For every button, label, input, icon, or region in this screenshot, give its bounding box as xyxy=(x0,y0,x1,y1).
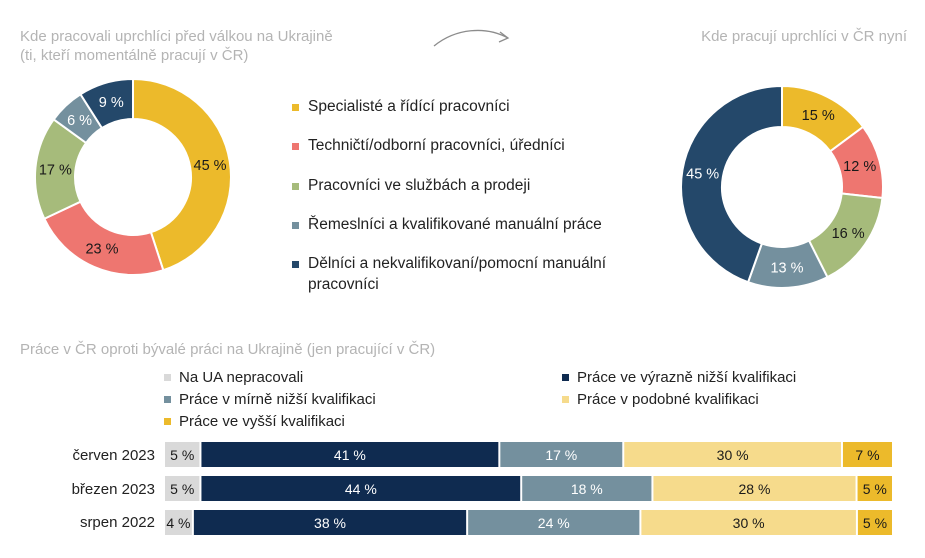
bar-segment xyxy=(522,476,652,501)
bar-row-label: březen 2023 xyxy=(71,481,155,498)
legend-swatch xyxy=(562,374,569,381)
legend-swatch xyxy=(292,183,299,190)
bar-segment-label: 4 % xyxy=(166,515,190,531)
bar-legend-item: Na UA nepracovali xyxy=(164,369,303,386)
legend-item-specialists: Specialisté a řídící pracovníci xyxy=(292,96,510,117)
donut-slice-label: 23 % xyxy=(85,242,118,258)
donut-slice-label: 45 % xyxy=(686,166,719,182)
legend-label: Na UA nepracovali xyxy=(179,369,304,386)
legend-label: Pracovníci ve službách a prodeji xyxy=(308,177,531,194)
left-donut-title: Kde pracovali uprchlíci před válkou na U… xyxy=(20,28,333,64)
legend-item-technicians: Techničtí/odborní pracovníci, úředníci xyxy=(292,135,565,156)
bar-segment xyxy=(842,442,892,467)
bar-segment-label: 17 % xyxy=(545,447,577,463)
bar-segment-label: 44 % xyxy=(345,481,377,497)
donut-slice-label: 9 % xyxy=(99,95,124,111)
legend-label: Práce ve výrazně nižší kvalifikaci xyxy=(577,369,797,386)
bar-segment xyxy=(500,442,623,467)
bar-segment xyxy=(201,476,521,501)
bar-segment-label: 5 % xyxy=(863,515,887,531)
legend-label: Specialisté a řídící pracovníci xyxy=(308,98,510,115)
legend-swatch xyxy=(562,396,569,403)
legend-swatch xyxy=(164,418,171,425)
bar-segment xyxy=(193,510,467,535)
donut-slice-label: 6 % xyxy=(67,113,92,129)
bar-segment-label: 18 % xyxy=(571,481,603,497)
bar-segment xyxy=(165,510,192,535)
donut-slice-label: 17 % xyxy=(39,163,72,179)
legend-label: Práce v podobné kvalifikaci xyxy=(577,391,759,408)
donut-slice-label: 45 % xyxy=(194,158,227,174)
donut-slice xyxy=(680,84,783,284)
bar-chart-title: Práce v ČR oproti bývalé práci na Ukraji… xyxy=(20,341,436,358)
bar-segment xyxy=(857,476,892,501)
legend-item-craftsmen: Řemeslníci a kvalifikované manuální prác… xyxy=(292,214,602,235)
bar-segment xyxy=(857,510,892,535)
bar-segment-label: 30 % xyxy=(733,515,765,531)
donut-left: 45 % 23 % 17 % 6 % 9 % xyxy=(34,77,232,276)
bar-legend-item: Práce v mírně nižší kvalifikaci xyxy=(164,391,376,408)
legend-swatch xyxy=(164,374,171,381)
legend-item-services: Pracovníci ve službách a prodeji xyxy=(292,175,530,196)
donut-slice-label: 12 % xyxy=(843,159,876,175)
bar-legend-item: Práce ve vyšší kvalifikaci xyxy=(164,413,345,430)
bar-row-label: červen 2023 xyxy=(72,447,155,464)
bar-segment-label: 7 % xyxy=(855,447,879,463)
bar-segment xyxy=(201,442,499,467)
legend-label: Řemeslníci a kvalifikované manuální prác… xyxy=(308,216,602,233)
donut-slice xyxy=(79,77,134,130)
bar-segment xyxy=(165,476,200,501)
bar-segment xyxy=(165,442,200,467)
bar-segment-label: 5 % xyxy=(170,481,194,497)
donut-charts: 45 % 23 % 17 % 6 % 9 % 15 % 12 % 16 % 13 % 45 % xyxy=(34,77,884,289)
legend-swatch xyxy=(292,143,299,150)
bar-legend-item: Práce v podobné kvalifikaci xyxy=(562,391,759,408)
bar-segment-label: 24 % xyxy=(538,515,570,531)
donut-slice-label: 15 % xyxy=(802,108,835,124)
donut-right: 15 % 12 % 16 % 13 % 45 % xyxy=(680,84,884,289)
bar-segment xyxy=(468,510,640,535)
legend-swatch xyxy=(164,396,171,403)
legend-label: Techničtí/odborní pracovníci, úředníci xyxy=(308,137,565,154)
bar-segment-label: 5 % xyxy=(863,481,887,497)
bar-segment-label: 38 % xyxy=(314,515,346,531)
curved-arrow-icon xyxy=(433,29,510,47)
legend-label: Práce v mírně nižší kvalifikaci xyxy=(179,391,376,408)
donut-slice xyxy=(132,77,232,272)
legend-label: Dělníci a nekvalifikovaní/pomocní manuál… xyxy=(308,255,607,293)
bar-legend-item: Práce ve výrazně nižší kvalifikaci xyxy=(562,369,796,386)
donut-slice-label: 13 % xyxy=(770,260,803,276)
legend-label: Práce ve vyšší kvalifikaci xyxy=(179,413,345,430)
bar-segment-label: 30 % xyxy=(717,447,749,463)
right-donut-title: Kde pracují uprchlíci v ČR nyní xyxy=(701,28,907,45)
legend-item-laborers: Dělníci a nekvalifikovaní/pomocní manuál… xyxy=(292,253,642,295)
bar-segment-label: 41 % xyxy=(334,447,366,463)
bar-segment-label: 28 % xyxy=(739,481,771,497)
bar-row-label: srpen 2022 xyxy=(79,514,155,531)
bar-segment-label: 5 % xyxy=(170,447,194,463)
bar-segment xyxy=(624,442,841,467)
legend-swatch xyxy=(292,261,299,268)
bar-segment xyxy=(653,476,856,501)
legend-swatch xyxy=(292,222,299,229)
bar-segment xyxy=(641,510,856,535)
donut-slice-label: 16 % xyxy=(832,226,865,242)
legend-swatch xyxy=(292,104,299,111)
